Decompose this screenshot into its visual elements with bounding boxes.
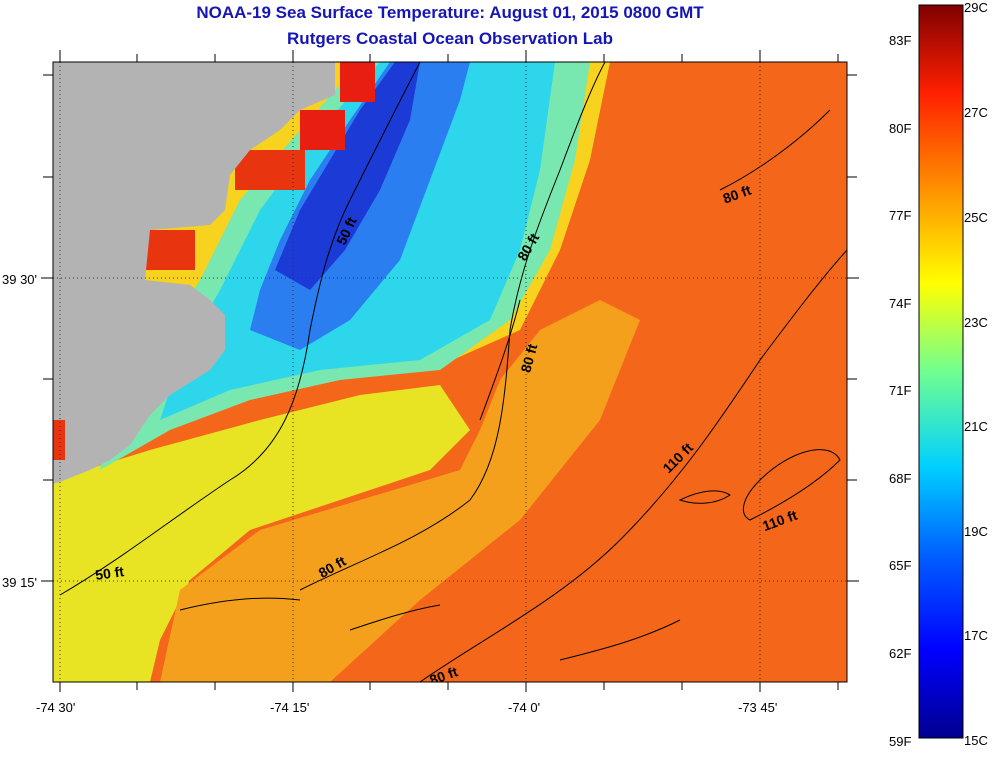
colorbar-scale	[918, 4, 964, 739]
colorbar-fahrenheit-label: 77F	[889, 208, 911, 223]
axis-ticks	[41, 50, 859, 692]
colorbar-fahrenheit-label: 80F	[889, 121, 911, 136]
nearshore-warm-patch	[235, 150, 305, 190]
map-title: NOAA-19 Sea Surface Temperature: August …	[196, 3, 704, 22]
map-subtitle: Rutgers Coastal Ocean Observation Lab	[287, 29, 613, 48]
nearshore-warm-patch	[300, 110, 345, 150]
colorbar-celsius-label: 23C	[964, 315, 988, 330]
depth-label: 50 ft	[94, 563, 125, 583]
lon-label: -73 45'	[738, 700, 777, 715]
colorbar-fahrenheit-label: 62F	[889, 646, 911, 661]
colorbar-fahrenheit-label: 71F	[889, 383, 911, 398]
lon-label: -74 15'	[270, 700, 309, 715]
colorbar-celsius-label: 15C	[964, 733, 988, 748]
land-mask	[53, 62, 335, 484]
nearshore-warm-patch	[340, 62, 375, 102]
colorbar-fahrenheit-label: 83F	[889, 33, 911, 48]
colorbar-celsius-label: 19C	[964, 524, 988, 539]
nearshore-warm-patch	[145, 230, 195, 270]
shelf-yellow-water	[53, 385, 470, 682]
lon-label: -74 30'	[36, 700, 75, 715]
colorbar-celsius-label: 27C	[964, 105, 988, 120]
lat-label: 39 15'	[2, 575, 37, 590]
colorbar-celsius-label: 25C	[964, 210, 988, 225]
colorbar-fahrenheit-label: 59F	[889, 734, 911, 749]
lat-label: 39 30'	[2, 272, 37, 287]
graticule	[53, 62, 847, 682]
map-border	[52, 61, 848, 683]
colorbar: 29C 27C 25C 23C 21C 19C 17C 15C 83F 80F …	[889, 0, 988, 749]
depth-label: 80 ft	[518, 342, 541, 374]
depth-contours	[59, 62, 847, 682]
colorbar-fahrenheit-label: 68F	[889, 471, 911, 486]
colorbar-celsius-label: 17C	[964, 628, 988, 643]
colorbar-celsius-label: 29C	[964, 0, 988, 15]
shelf-orange-water	[160, 300, 640, 682]
lon-label: -74 0'	[508, 700, 540, 715]
colorbar-fahrenheit-label: 65F	[889, 558, 911, 573]
colorbar-fahrenheit-label: 74F	[889, 296, 911, 311]
sst-map: 50 ft 50 ft 80 ft 80 ft 80 ft 80 ft 80 f…	[53, 62, 847, 682]
colorbar-celsius-label: 21C	[964, 419, 988, 434]
upwelling-core-deep	[275, 62, 420, 290]
